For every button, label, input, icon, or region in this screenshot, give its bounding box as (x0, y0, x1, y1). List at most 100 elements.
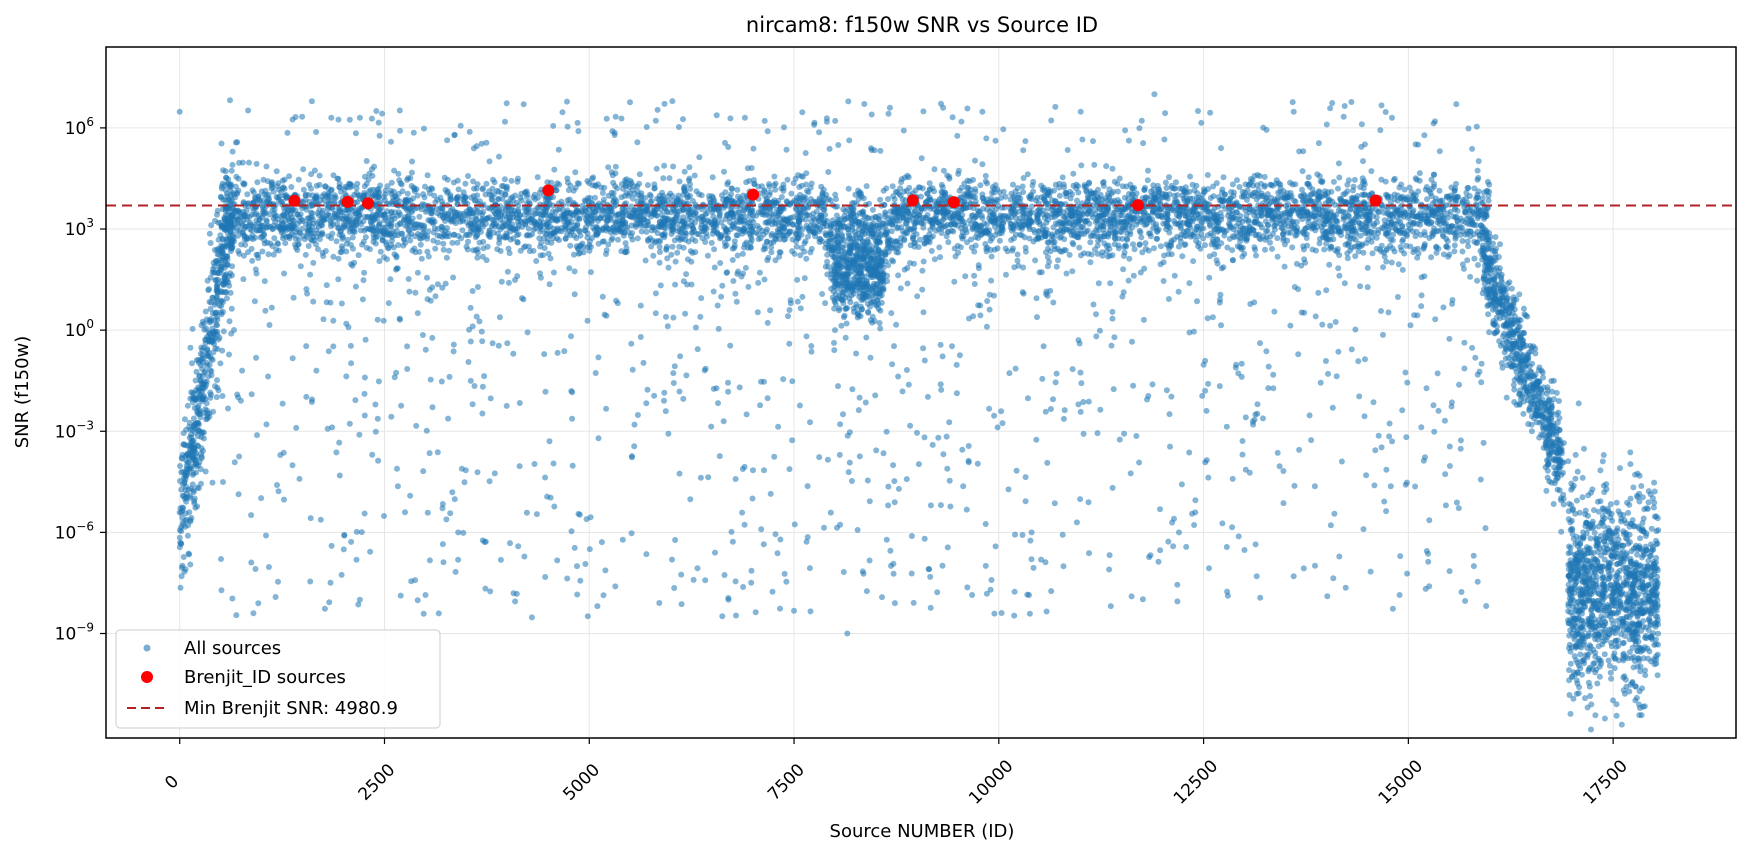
data-point (502, 234, 509, 241)
data-point (495, 223, 502, 230)
data-point (508, 177, 515, 184)
data-point (1016, 198, 1023, 205)
data-point (939, 184, 946, 191)
data-point (976, 208, 983, 215)
data-point (1474, 167, 1481, 174)
data-point (796, 184, 803, 190)
data-point (731, 220, 738, 227)
data-point (416, 213, 423, 220)
data-point (486, 158, 493, 165)
data-point (1133, 190, 1140, 197)
data-point (994, 245, 1001, 252)
data-point (1416, 170, 1423, 177)
data-point (1399, 238, 1406, 245)
data-point (661, 224, 668, 231)
data-point (263, 224, 270, 231)
data-point (1435, 228, 1442, 234)
data-point (1187, 173, 1194, 180)
data-point (1465, 184, 1472, 191)
data-point (776, 216, 783, 222)
data-point (823, 240, 829, 247)
data-point (1464, 199, 1471, 206)
data-point (1153, 221, 1159, 228)
data-point (600, 238, 607, 245)
data-point (310, 234, 316, 240)
data-point (584, 178, 591, 184)
data-point (306, 226, 313, 233)
data-point (790, 180, 797, 187)
data-point (1111, 235, 1118, 242)
data-point (1239, 230, 1246, 237)
data-point (648, 243, 655, 250)
data-point (409, 158, 416, 165)
data-point (1011, 235, 1017, 242)
data-point (363, 158, 370, 164)
data-point (959, 235, 966, 242)
data-point (921, 240, 928, 247)
data-point (903, 215, 910, 222)
data-point (1078, 162, 1085, 169)
data-point (366, 170, 373, 177)
data-point (326, 197, 332, 204)
data-point (1275, 189, 1282, 196)
data-point (1020, 175, 1027, 181)
data-point (496, 153, 502, 160)
data-point (336, 231, 343, 238)
data-point (280, 220, 287, 227)
data-point (763, 238, 770, 245)
data-point (1383, 230, 1390, 237)
data-point (876, 217, 883, 224)
data-point (1250, 227, 1257, 234)
data-point (937, 254, 944, 261)
data-point (991, 186, 998, 192)
data-point (574, 180, 581, 187)
data-point (880, 187, 887, 194)
data-point (533, 258, 540, 264)
data-point (782, 236, 789, 243)
data-point (1330, 178, 1337, 185)
data-point (1475, 262, 1481, 268)
data-point (798, 210, 805, 217)
data-point (667, 190, 674, 197)
data-point (421, 194, 428, 201)
data-point (889, 183, 896, 190)
data-point (1186, 280, 1193, 287)
data-point (735, 199, 742, 206)
data-point (424, 172, 431, 179)
data-point (258, 233, 265, 240)
data-point (302, 192, 309, 199)
data-point (1383, 222, 1389, 229)
data-point (588, 216, 595, 223)
data-point (1035, 234, 1042, 241)
data-point (1241, 250, 1248, 257)
data-point (629, 195, 636, 202)
data-point (1050, 224, 1057, 231)
data-point (331, 194, 338, 201)
data-point (1106, 186, 1113, 193)
data-point (488, 196, 495, 203)
data-point (1232, 223, 1239, 230)
data-point (656, 259, 663, 266)
data-point (1030, 188, 1037, 195)
data-point (582, 216, 589, 223)
data-point (1130, 241, 1136, 248)
data-point (895, 224, 902, 231)
data-point (898, 176, 905, 183)
data-point (240, 252, 247, 259)
data-point (556, 237, 562, 244)
data-point (369, 224, 376, 231)
data-point (1424, 196, 1430, 203)
data-point (708, 239, 715, 246)
data-point (551, 166, 558, 173)
data-point (269, 226, 276, 233)
data-point (972, 234, 979, 241)
data-point (605, 164, 612, 171)
data-point (1284, 237, 1291, 244)
data-point (1255, 186, 1262, 193)
data-point (993, 206, 1000, 213)
data-point (1319, 179, 1325, 186)
data-point (1398, 247, 1405, 254)
data-point (567, 232, 574, 239)
data-point (741, 244, 747, 251)
data-point (465, 238, 471, 245)
